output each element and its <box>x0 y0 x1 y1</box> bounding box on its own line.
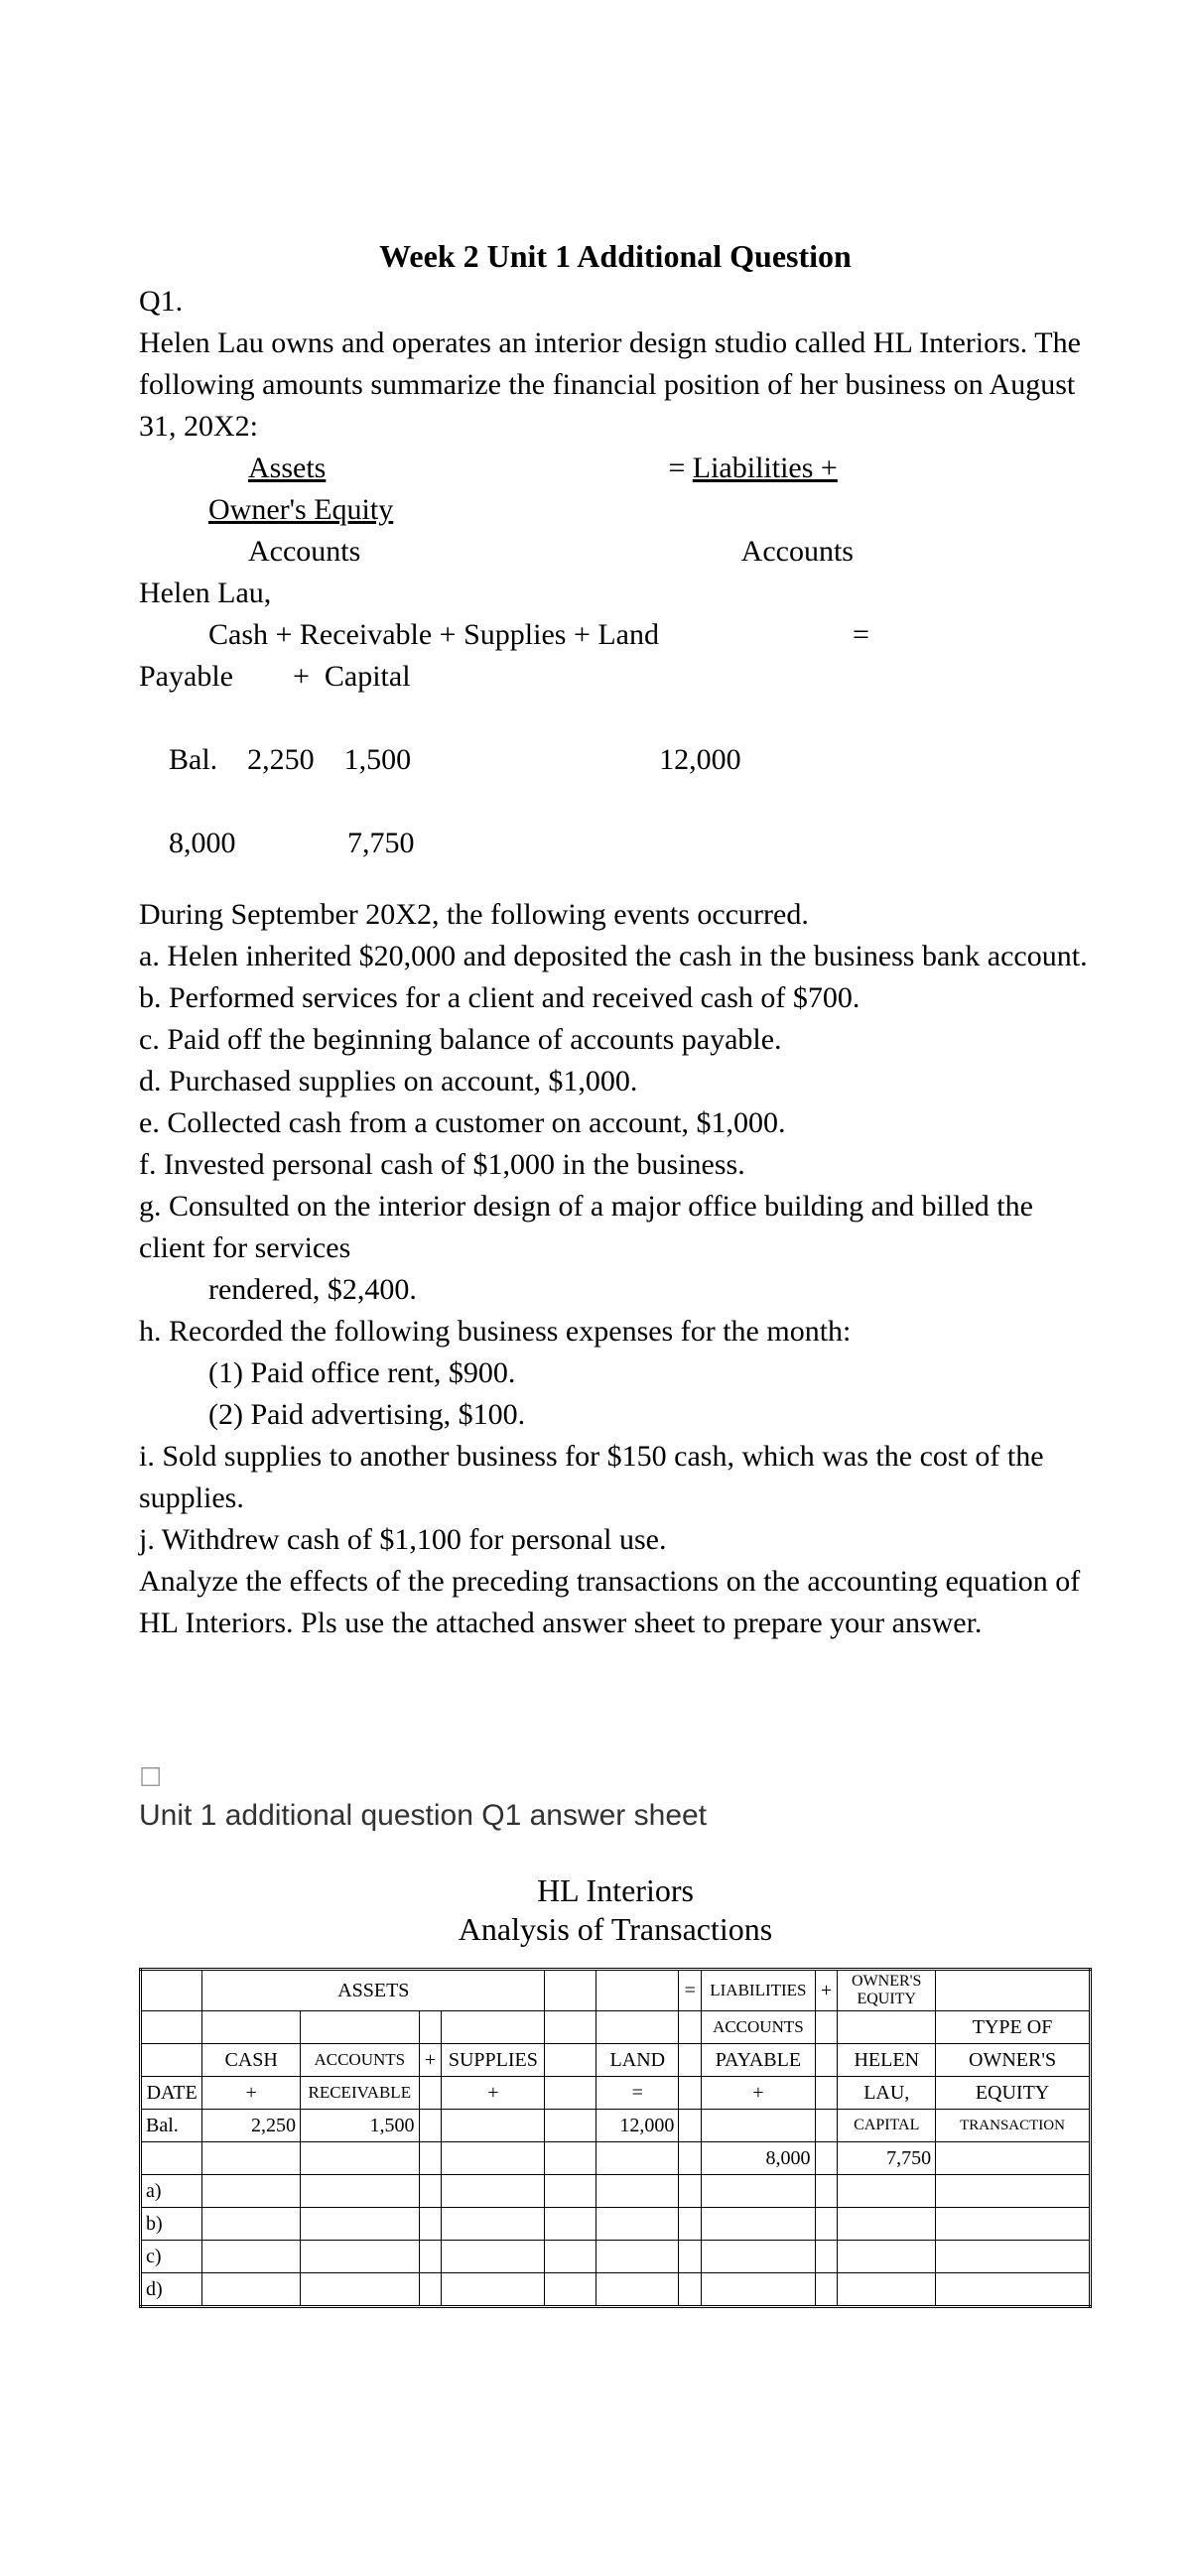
bal-label: Bal. <box>141 2110 202 2142</box>
table-row-d: d) <box>141 2273 1091 2307</box>
event-c: c. Paid off the beginning balance of acc… <box>139 1019 1092 1061</box>
event-g: g. Consulted on the interior design of a… <box>139 1186 1092 1269</box>
accounts-row: Accounts Accounts <box>139 531 1092 573</box>
transaction-header-inline: TRANSACTION <box>936 2110 1091 2142</box>
typeof-header: TYPE OF <box>936 2011 1091 2044</box>
helen-header: HELEN <box>838 2044 936 2077</box>
liabilities-label: Liabilities + <box>693 451 838 484</box>
accounts-right: Accounts <box>741 535 854 568</box>
table-row-a: a) <box>141 2175 1091 2208</box>
attachment-checkbox-icon: ☐ <box>139 1763 1092 1793</box>
equation-header-row: Assets = Liabilities + <box>139 448 1092 489</box>
event-g-sub: rendered, $2,400. <box>208 1269 1092 1311</box>
table-header-row-1: ASSETS = LIABILITIES + OWNER'S EQUITY <box>141 1970 1091 2011</box>
owners-equity-row: Owner's Equity <box>208 489 1092 531</box>
equation-left: Cash + Receivable + Supplies + Land <box>208 618 659 651</box>
equity-header: EQUITY <box>936 2077 1091 2110</box>
bal-right: 12,000 <box>659 743 741 776</box>
equals-label: = <box>668 451 692 484</box>
table-header-row-2: ACCOUNTS TYPE OF <box>141 2011 1091 2044</box>
owners-equity-label: Owner's Equity <box>208 493 393 526</box>
sheet-subtitle: Analysis of Transactions <box>139 1911 1092 1948</box>
event-h2: (2) Paid advertising, $100. <box>208 1394 1092 1436</box>
event-f: f. Invested personal cash of $1,000 in t… <box>139 1144 1092 1186</box>
table-header-row-4: DATE + RECEIVABLE + = + LAU, EQUITY <box>141 2077 1091 2110</box>
cash-header: CASH <box>202 2044 301 2077</box>
ar-header-2: RECEIVABLE <box>301 2077 419 2110</box>
event-h: h. Recorded the following business expen… <box>139 1311 1092 1352</box>
ar-header-1: ACCOUNTS <box>301 2044 419 2077</box>
balance-line-1: Bal. 2,250 1,500 12,000 <box>139 698 1092 823</box>
owners2-header: OWNER'S <box>936 2044 1091 2077</box>
plus-header-4: + <box>442 2077 545 2110</box>
intro-paragraph: Helen Lau owns and operates an interior … <box>139 322 1092 448</box>
table-row-bal-1: Bal. 2,250 1,500 12,000 CAPITAL TRANSACT… <box>141 2110 1091 2142</box>
row-d-label: d) <box>141 2273 202 2307</box>
table-row-b: b) <box>141 2208 1091 2241</box>
bal-cash: 2,250 <box>202 2110 301 2142</box>
payable-header: PAYABLE <box>702 2044 815 2077</box>
row-b-label: b) <box>141 2208 202 2241</box>
balance-line-2: 8,000 7,750 <box>139 823 1092 864</box>
event-i: i. Sold supplies to another business for… <box>139 1436 1092 1519</box>
event-e: e. Collected cash from a customer on acc… <box>139 1102 1092 1144</box>
liabilities-header: LIABILITIES <box>702 1970 815 2011</box>
page-title: Week 2 Unit 1 Additional Question <box>139 238 1092 275</box>
document-page: Week 2 Unit 1 Additional Question Q1. He… <box>0 0 1191 2368</box>
bal-ar: 1,500 <box>301 2110 419 2142</box>
capital-header-inline: CAPITAL <box>838 2110 936 2142</box>
event-a: a. Helen inherited $20,000 and deposited… <box>139 936 1092 977</box>
bal-ap: 8,000 <box>702 2142 815 2175</box>
question-label: Q1. <box>139 285 1092 319</box>
eq-header: = <box>679 1970 702 2011</box>
bal-land: 12,000 <box>596 2110 679 2142</box>
transactions-table: ASSETS = LIABILITIES + OWNER'S EQUITY AC… <box>139 1968 1092 2308</box>
event-j: j. Withdrew cash of $1,100 for personal … <box>139 1519 1092 1561</box>
plus-header-2: + <box>419 2044 442 2077</box>
events-intro: During September 20X2, the following eve… <box>139 894 1092 936</box>
sheet-title: HL Interiors <box>139 1872 1092 1909</box>
accounts-header: ACCOUNTS <box>702 2011 815 2044</box>
attachment-label: Unit 1 additional question Q1 answer she… <box>139 1799 1092 1833</box>
table-row-c: c) <box>141 2241 1091 2273</box>
plus-header-3: + <box>202 2077 301 2110</box>
plus-header: + <box>815 1970 838 2011</box>
row-c-label: c) <box>141 2241 202 2273</box>
table-row-bal-2: 8,000 7,750 <box>141 2142 1091 2175</box>
instruction: Analyze the effects of the preceding tra… <box>139 1561 1092 1644</box>
eq-header-2: = <box>596 2077 679 2110</box>
plus-header-5: + <box>702 2077 815 2110</box>
equation-components: Cash + Receivable + Supplies + Land = <box>139 614 1092 656</box>
supplies-header: SUPPLIES <box>442 2044 545 2077</box>
assets-label: Assets <box>248 451 326 484</box>
lau-header: LAU, <box>838 2077 936 2110</box>
equation-equals: = <box>853 618 869 651</box>
event-b: b. Performed services for a client and r… <box>139 977 1092 1019</box>
helen-lau-line: Helen Lau, <box>139 573 1092 614</box>
event-d: d. Purchased supplies on account, $1,000… <box>139 1061 1092 1102</box>
table-header-row-3: CASH ACCOUNTS + SUPPLIES LAND PAYABLE HE… <box>141 2044 1091 2077</box>
row-a-label: a) <box>141 2175 202 2208</box>
date-header: DATE <box>141 2077 202 2110</box>
bal-oe: 7,750 <box>838 2142 936 2175</box>
bal-left: Bal. 2,250 1,500 <box>169 743 411 776</box>
assets-header: ASSETS <box>202 1970 545 2011</box>
owners-header: OWNER'S EQUITY <box>838 1970 936 2011</box>
land-header: LAND <box>596 2044 679 2077</box>
accounts-left: Accounts <box>248 535 360 568</box>
payable-capital-line: Payable + Capital <box>139 656 1092 698</box>
event-h1: (1) Paid office rent, $900. <box>208 1352 1092 1394</box>
